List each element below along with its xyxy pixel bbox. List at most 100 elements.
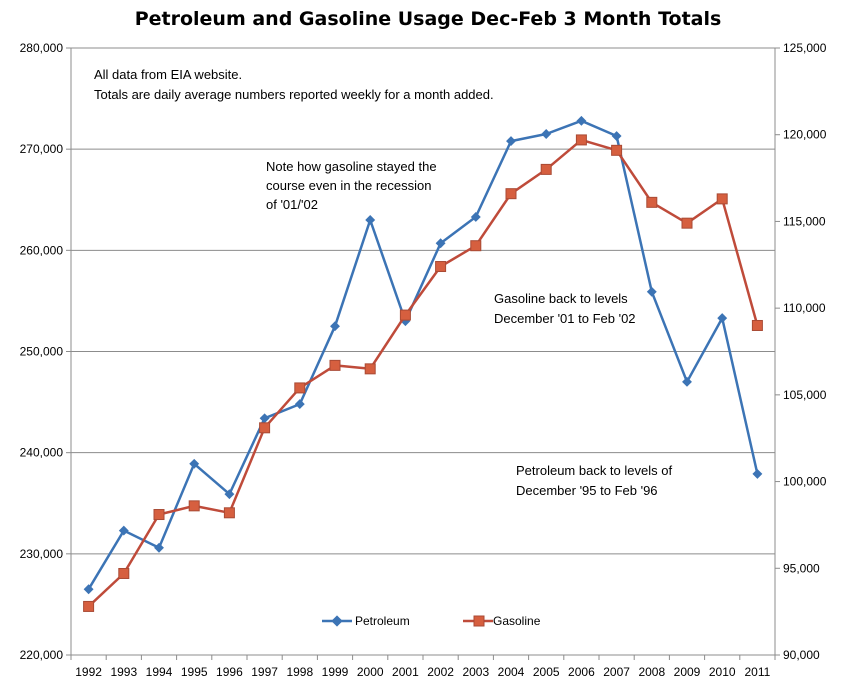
petroleum-point — [752, 468, 763, 479]
right-tick-label: 125,000 — [783, 41, 827, 55]
petroleum-point — [611, 131, 622, 141]
left-tick-label: 250,000 — [20, 345, 64, 359]
gasoline-point — [681, 217, 693, 229]
left-axis-ticks: 220,000 230,000 240,000 250,000 260,000 270,0… — [20, 41, 71, 662]
x-tick-label: 1993 — [110, 665, 137, 679]
x-tick-label: 1999 — [322, 665, 349, 679]
x-tick-label: 2003 — [462, 665, 489, 679]
gasoline-point — [611, 144, 623, 156]
chart-title: Petroleum and Gasoline Usage Dec-Feb 3 M… — [135, 8, 722, 30]
x-tick-label: 1998 — [286, 665, 313, 679]
gasoline-point — [259, 422, 271, 434]
x-tick-label: 1994 — [146, 665, 173, 679]
petroleum-point — [294, 399, 305, 410]
gridlines — [71, 47, 775, 656]
x-tick-label: 2011 — [744, 665, 770, 679]
legend-gasoline-marker — [473, 615, 485, 627]
annotation-line: Totals are daily average numbers reporte… — [94, 87, 494, 102]
x-tick-label: 2002 — [427, 665, 454, 679]
legend-petroleum-label: Petroleum — [355, 614, 410, 628]
petroleum-point — [83, 584, 94, 595]
right-tick-label: 110,000 — [783, 301, 826, 315]
x-axis-ticks: 1992 1993 1994 1995 1996 1997 1998 1999 2000 2001… — [70, 655, 776, 679]
gasoline-point — [470, 240, 482, 252]
annotation-line: All data from EIA website. — [94, 67, 242, 82]
legend-gasoline-label: Gasoline — [493, 614, 541, 628]
gasoline-point — [646, 196, 658, 208]
annotation-source: All data from EIA website. Totals are da… — [94, 67, 494, 102]
x-tick-label: 1996 — [216, 665, 243, 679]
x-tick-label: 1992 — [75, 665, 102, 679]
x-tick-label: 2000 — [357, 665, 384, 679]
x-tick-label: 2010 — [709, 665, 736, 679]
gasoline-point — [364, 363, 376, 375]
petroleum-point — [576, 115, 587, 126]
gasoline-point — [153, 509, 165, 521]
gasoline-point — [329, 359, 341, 371]
gasoline-point — [223, 507, 235, 519]
gasoline-point — [118, 567, 130, 579]
petroleum-point — [682, 376, 692, 387]
annotation-line: Petroleum back to levels of — [516, 463, 672, 478]
annotation-line: December '95 to Feb '96 — [516, 483, 658, 498]
gasoline-point — [83, 600, 95, 612]
right-tick-label: 90,000 — [783, 648, 820, 662]
petroleum-point — [189, 458, 200, 469]
left-tick-label: 270,000 — [20, 142, 64, 156]
left-tick-label: 280,000 — [20, 41, 64, 55]
gasoline-point — [188, 500, 200, 512]
annotation-recession: Note how gasoline stayed the course even… — [266, 159, 437, 212]
x-tick-label: 2009 — [674, 665, 701, 679]
x-tick-label: 2008 — [638, 665, 665, 679]
x-tick-label: 1997 — [251, 665, 278, 679]
petroleum-point — [717, 313, 728, 324]
x-tick-label: 2001 — [392, 665, 419, 679]
petroleum-point — [646, 286, 657, 297]
petroleum-line — [87, 119, 759, 590]
right-tick-label: 95,000 — [783, 561, 820, 575]
left-tick-label: 240,000 — [20, 446, 64, 460]
petroleum-point — [224, 489, 235, 500]
annotation-line: Gasoline back to levels — [494, 291, 628, 306]
gasoline-point — [575, 134, 587, 146]
petroleum-point — [541, 129, 552, 139]
petroleum-point — [506, 136, 516, 147]
left-tick-label: 260,000 — [20, 243, 64, 257]
legend: Petroleum Gasoline — [322, 614, 541, 628]
right-axis-ticks: 90,000 95,000 100,000 105,000 110,000 115,000… — [775, 41, 827, 662]
right-tick-label: 105,000 — [783, 388, 827, 402]
gasoline-point — [435, 261, 447, 273]
gasoline-point — [751, 319, 763, 331]
right-tick-label: 100,000 — [783, 475, 827, 489]
right-tick-label: 115,000 — [783, 214, 826, 228]
gasoline-point — [716, 193, 728, 205]
gasoline-point — [540, 163, 552, 175]
petroleum-point — [118, 525, 129, 536]
gasoline-point — [505, 188, 517, 200]
petroleum-point — [435, 238, 446, 249]
left-tick-label: 230,000 — [20, 547, 64, 561]
x-tick-label: 2005 — [533, 665, 560, 679]
gasoline-point — [399, 309, 411, 321]
annotation-line: course even in the recession — [266, 178, 431, 193]
x-tick-label: 2004 — [498, 665, 525, 679]
right-tick-label: 120,000 — [783, 128, 827, 142]
x-tick-label: 1995 — [181, 665, 208, 679]
x-tick-label: 2006 — [568, 665, 595, 679]
left-tick-label: 220,000 — [20, 648, 64, 662]
annotation-line: Note how gasoline stayed the — [266, 159, 437, 174]
gasoline-line — [87, 138, 759, 608]
petroleum-point — [365, 215, 376, 225]
annotation-line: of '01/'02 — [266, 197, 318, 212]
annotation-gasoline: Gasoline back to levels December '01 to … — [494, 291, 636, 326]
annotation-line: December '01 to Feb '02 — [494, 311, 636, 326]
petroleum-point — [259, 413, 270, 424]
petroleum-point — [154, 542, 164, 553]
petroleum-point — [470, 211, 481, 222]
annotation-petroleum: Petroleum back to levels of December '95… — [516, 463, 672, 498]
legend-petroleum-marker — [331, 615, 343, 627]
series-layer — [83, 115, 763, 612]
x-tick-label: 2007 — [603, 665, 630, 679]
gasoline-point — [294, 382, 306, 394]
